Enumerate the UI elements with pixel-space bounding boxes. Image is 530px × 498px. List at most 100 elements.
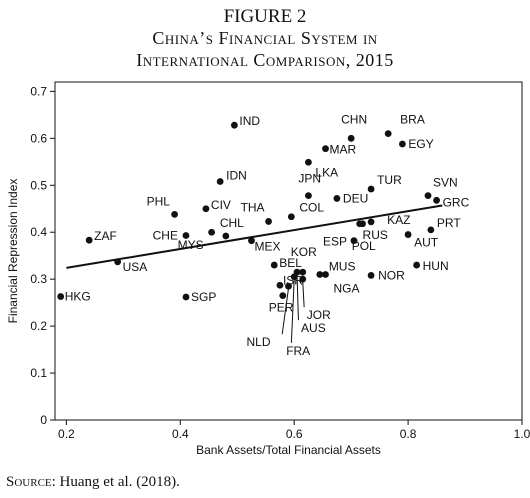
data-point [299,275,307,283]
point-label: PRT [437,216,461,230]
data-point [347,134,355,142]
point-label: MAR [330,143,357,157]
y-tick-label: 0.2 [30,319,47,333]
data-point [399,140,406,148]
source-text: Huang et al. (2018). [59,474,180,490]
point-label: FRA [286,344,310,358]
point-label: CHL [220,216,244,230]
y-axis-label: Financial Repression Index [6,179,20,324]
data-point [293,268,301,276]
data-point [171,210,178,218]
x-tick-label: 0.4 [172,427,189,441]
point-label: HUN [423,259,449,273]
figure-label: FIGURE 2 [223,6,307,27]
data-point [285,282,292,290]
source-prefix: Source: [6,474,56,490]
point-label: IND [239,114,260,128]
data-point [350,237,358,245]
source-note: Source: Huang et al. (2018). [6,474,180,491]
label-leader-line [296,274,299,321]
data-point [182,232,190,239]
y-tick-label: 0.6 [30,131,47,145]
point-label: BRA [400,113,425,127]
data-point [287,213,295,221]
y-tick-label: 0.5 [30,178,47,192]
y-tick-label: 0.7 [30,84,47,98]
point-label: SGP [191,290,216,304]
data-point [279,292,287,299]
point-label: JPN [298,172,321,186]
point-label: USA [123,260,148,274]
point-label: AUS [301,321,326,335]
data-point [433,196,440,204]
point-label: PER [269,301,294,315]
data-point [367,185,375,193]
data-point [114,258,122,266]
point-label: COL [299,201,324,215]
data-point [413,261,421,269]
point-label: THA [241,200,265,214]
point-label: NLD [246,335,270,349]
data-point [427,226,435,234]
data-point [276,281,284,289]
point-label: POL [352,239,376,253]
plot-frame [54,81,523,421]
point-label: KAZ [387,213,410,227]
point-label: CHN [341,112,367,126]
y-tick-label: 0.3 [30,272,47,286]
y-tick-label: 0.4 [30,225,47,239]
point-label: PHL [147,194,171,208]
point-label: EGY [408,137,433,151]
data-point [202,205,210,213]
data-point [322,145,329,153]
x-tick-label: 1.0 [514,427,530,441]
point-label: AUT [414,236,439,250]
label-leader-line [302,281,305,308]
data-point [305,192,312,200]
x-tick-label: 0.8 [400,427,417,441]
data-point [359,220,366,228]
point-label: NGA [334,281,360,295]
x-tick-label: 0.2 [58,427,75,441]
point-label: MUS [329,259,356,273]
data-point [182,293,190,301]
chart-marks: HKG ZAF USA PHL SGP CHE CIV MYS IDN CHL IND MEX THA B… [57,112,470,358]
fit-line [66,204,443,269]
label-leader-line [281,288,289,335]
point-label: SVN [433,176,458,190]
point-label: DEU [343,191,368,205]
data-point [424,192,432,200]
point-label: ZAF [94,229,117,243]
data-point [305,158,312,166]
data-point [367,218,375,226]
data-point [265,218,272,225]
point-label: IDN [226,169,247,183]
point-label: KOR [291,245,317,259]
fit-line-group [66,204,443,269]
point-label: MYS [178,238,204,252]
x-axis-label: Bank Assets/Total Financial Assets [196,443,381,457]
point-label: HKG [65,290,91,304]
data-point [316,271,324,278]
point-label: NOR [378,268,405,282]
data-point [322,271,329,278]
point-label: GRC [443,195,470,209]
data-point [248,237,255,245]
point-label: RUS [363,228,388,242]
data-point [384,130,392,138]
data-point [208,228,216,236]
chart-axes: 0.2 0.4 0.6 0.8 1.0 0 0.1 0.2 0.3 0.4 0.5 0.6 0.7 [30,81,530,441]
data-point [270,261,278,269]
point-label: CHE [153,229,178,243]
point-label: JOR [307,308,331,322]
data-point [299,268,307,276]
point-label: LKA [315,165,338,179]
label-leader-line [290,278,295,343]
figure-title-line2: International Comparison, 2015 [136,50,394,70]
y-tick-label: 0.1 [30,366,47,380]
point-label: TUR [377,173,402,187]
data-point [333,195,341,202]
data-point [404,231,412,238]
data-point [230,121,238,129]
